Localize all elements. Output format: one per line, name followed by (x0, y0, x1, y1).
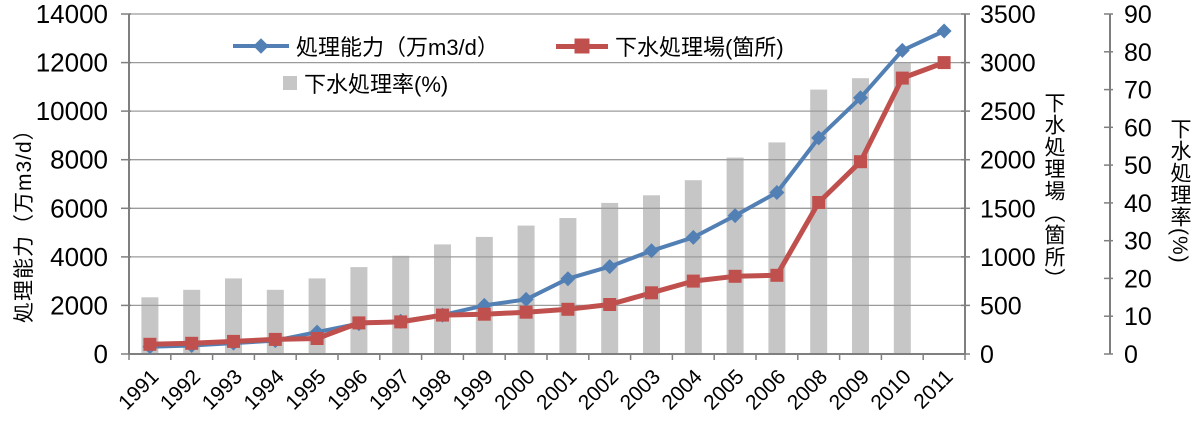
svg-text:30: 30 (1124, 228, 1152, 256)
svg-text:0: 0 (1124, 341, 1138, 369)
svg-text:2004: 2004 (658, 365, 708, 415)
svg-text:3000: 3000 (980, 50, 1036, 78)
svg-text:10000: 10000 (36, 96, 108, 126)
svg-text:6000: 6000 (50, 193, 108, 223)
svg-text:4000: 4000 (50, 242, 108, 272)
svg-text:2000: 2000 (490, 365, 539, 414)
svg-text:8000: 8000 (50, 145, 108, 175)
svg-text:1995: 1995 (281, 365, 330, 414)
svg-text:0: 0 (980, 341, 994, 369)
svg-text:1991: 1991 (114, 365, 163, 414)
right-axis-plants-title: 下水処理場（箇所） (1042, 92, 1065, 290)
svg-text:20: 20 (1124, 265, 1152, 293)
svg-text:1992: 1992 (156, 365, 205, 414)
svg-text:0: 0 (94, 339, 108, 369)
axes (121, 13, 1113, 360)
legend-item-plants: 下水処理場(箇所) (556, 30, 784, 62)
right-axis-rate-title: 下水処理率(%) (1168, 118, 1191, 264)
svg-text:1993: 1993 (198, 365, 247, 414)
legend-label-plants: 下水処理場(箇所) (615, 35, 784, 60)
svg-text:14000: 14000 (36, 0, 108, 29)
svg-text:2006: 2006 (741, 365, 790, 414)
svg-text:2000: 2000 (980, 147, 1036, 175)
svg-text:1999: 1999 (449, 365, 498, 414)
svg-text:60: 60 (1124, 114, 1152, 142)
left-axis-title: 処理能力（万m3/d） (13, 118, 36, 323)
line-square-marker-icon (556, 35, 608, 57)
legend-label-rate: 下水処理率(%) (304, 72, 449, 97)
svg-text:2010: 2010 (867, 365, 916, 414)
svg-text:500: 500 (980, 292, 1022, 320)
legend-label-capacity: 処理能力（万m3/d） (296, 35, 499, 60)
svg-text:90: 90 (1124, 1, 1152, 29)
svg-text:3500: 3500 (980, 1, 1036, 29)
svg-text:1996: 1996 (323, 365, 372, 414)
svg-text:1000: 1000 (980, 244, 1036, 272)
svg-text:2002: 2002 (574, 365, 623, 414)
bar-swatch-icon (283, 76, 297, 90)
svg-text:1997: 1997 (365, 365, 414, 414)
svg-text:2003: 2003 (616, 365, 665, 414)
svg-text:80: 80 (1124, 39, 1152, 67)
series-plants-line (143, 56, 951, 351)
line-diamond-marker-icon (233, 35, 289, 57)
svg-text:40: 40 (1124, 190, 1152, 218)
svg-text:2005: 2005 (699, 365, 748, 414)
svg-text:12000: 12000 (36, 48, 108, 78)
gridlines (129, 13, 965, 307)
svg-text:10: 10 (1124, 303, 1152, 331)
svg-text:2000: 2000 (50, 290, 108, 320)
svg-text:70: 70 (1124, 77, 1152, 105)
svg-text:1994: 1994 (240, 365, 290, 415)
legend-item-capacity: 処理能力（万m3/d） (233, 30, 499, 62)
legend-item-rate: 下水処理率(%) (283, 67, 448, 99)
svg-text:2001: 2001 (532, 365, 581, 414)
svg-text:1998: 1998 (407, 365, 456, 414)
svg-text:50: 50 (1124, 152, 1152, 180)
svg-text:1500: 1500 (980, 195, 1036, 223)
svg-text:2009: 2009 (825, 365, 874, 414)
svg-text:2008: 2008 (783, 365, 832, 414)
svg-text:2011: 2011 (909, 365, 957, 413)
svg-text:2500: 2500 (980, 98, 1036, 126)
